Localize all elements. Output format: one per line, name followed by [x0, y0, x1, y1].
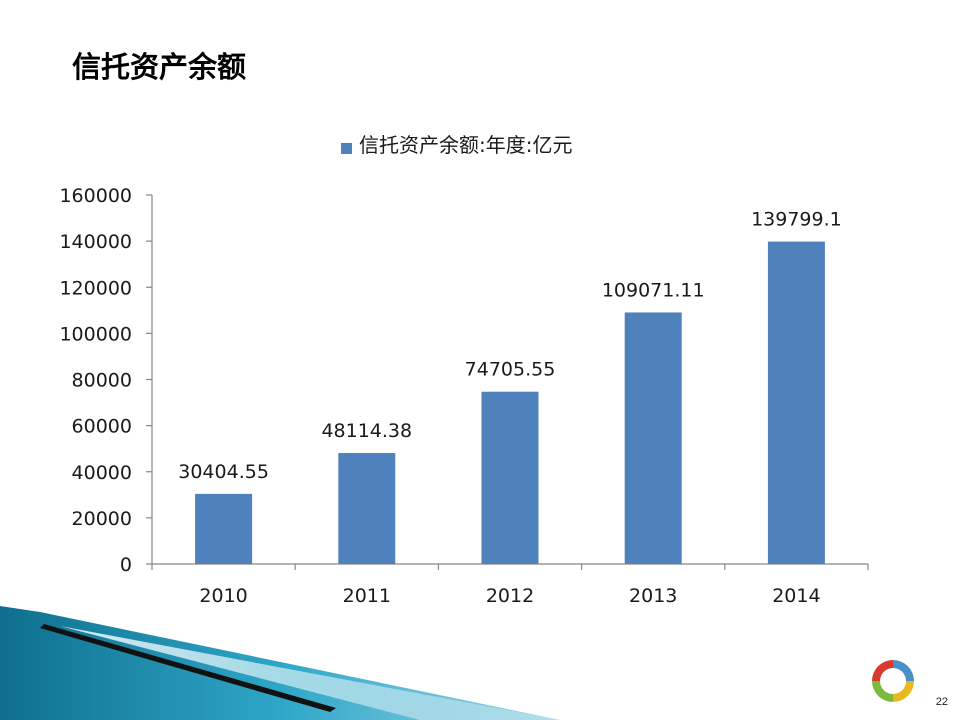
- x-tick-label: 2010: [199, 585, 247, 607]
- bar-2011: [338, 453, 396, 564]
- data-label-2011: 48114.38: [321, 420, 412, 442]
- data-label-2012: 74705.55: [465, 359, 556, 381]
- y-tick-label: 40000: [72, 462, 132, 484]
- chart-data-labels: 30404.55 48114.38 74705.55 109071.11 139799.…: [178, 209, 841, 483]
- bar-2010: [195, 493, 253, 564]
- data-label-2013: 109071.11: [602, 279, 705, 301]
- bar-2012: [481, 391, 539, 564]
- logo-icon: [872, 660, 914, 702]
- chart-axes: 0 20000 40000 60000 80000 100000 120000 140000 1…: [59, 185, 869, 607]
- y-tick-label: 80000: [72, 370, 132, 392]
- x-tick-label: 2014: [772, 585, 820, 607]
- slide-title: 信托资产余额: [72, 50, 247, 84]
- bar-2014: [767, 241, 825, 565]
- chart-legend: 信托资产余额:年度:亿元: [341, 133, 572, 157]
- data-label-2014: 139799.1: [751, 209, 842, 231]
- y-tick-label: 60000: [72, 416, 132, 438]
- y-tick-label: 160000: [59, 185, 132, 207]
- y-tick-label: 140000: [59, 231, 132, 253]
- y-tick-label: 0: [120, 554, 132, 576]
- x-tick-label: 2011: [343, 585, 391, 607]
- chart-bars: [195, 241, 825, 565]
- x-tick-label: 2013: [629, 585, 677, 607]
- page-number: 22: [935, 696, 948, 708]
- bar-2013: [624, 312, 682, 564]
- data-label-2010: 30404.55: [178, 461, 269, 483]
- legend-label: 信托资产余额:年度:亿元: [359, 133, 572, 157]
- x-tick-label: 2012: [486, 585, 534, 607]
- y-tick-label: 100000: [59, 323, 132, 345]
- y-tick-label: 20000: [72, 508, 132, 530]
- legend-swatch: [341, 143, 352, 154]
- y-tick-label: 120000: [59, 277, 132, 299]
